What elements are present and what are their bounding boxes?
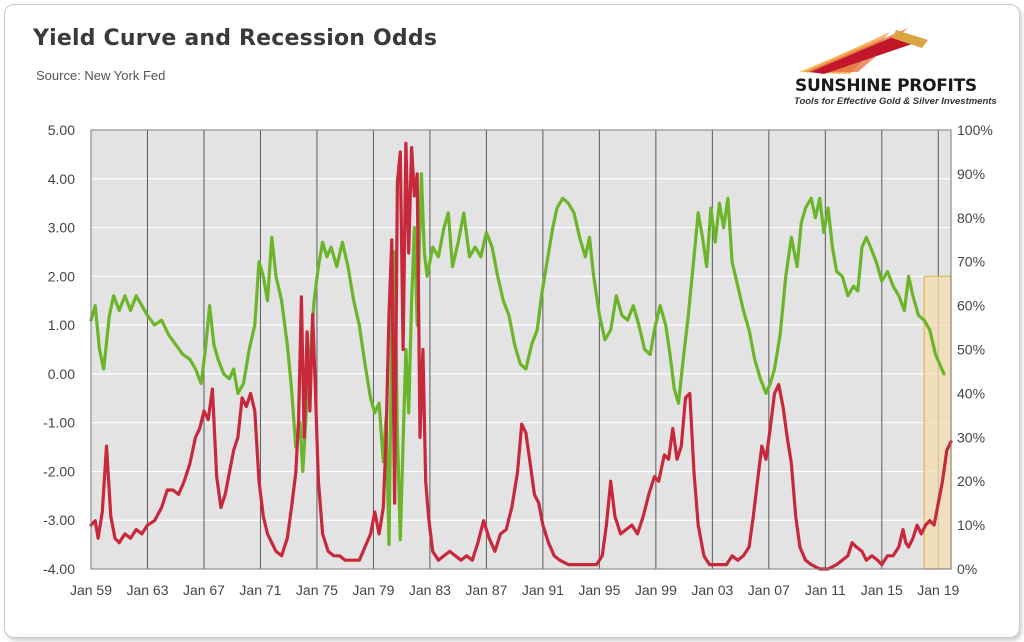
right-axis-tick: 100% [957, 122, 993, 138]
right-axis-tick: 90% [957, 166, 985, 182]
left-axis-tick: 5.00 [48, 122, 75, 138]
x-axis-tick: Jan 67 [183, 582, 225, 598]
chart-source: Source: New York Fed [36, 68, 166, 83]
right-axis-tick: 60% [957, 298, 985, 314]
chart-title: Yield Curve and Recession Odds [33, 26, 438, 51]
left-axis-tick: -2.00 [43, 463, 75, 479]
sunshine-profits-logo-icon [798, 28, 928, 74]
left-axis-tick: -3.00 [43, 512, 75, 528]
right-axis-tick: 40% [957, 385, 985, 401]
plot-border [90, 129, 952, 570]
x-axis-tick: Jan 91 [522, 582, 564, 598]
logo-tagline: Tools for Effective Gold & Silver Invest… [794, 96, 997, 107]
right-axis-tick: 80% [957, 210, 985, 226]
x-axis-tick: Jan 07 [748, 582, 790, 598]
right-axis-tick: 10% [957, 517, 985, 533]
x-axis-tick: Jan 63 [126, 582, 168, 598]
left-axis-tick: 1.00 [48, 317, 75, 333]
x-axis-tick: Jan 99 [635, 582, 677, 598]
left-axis-tick: 2.00 [48, 268, 75, 284]
recession-probability-line [89, 141, 953, 571]
x-axis-tick: Jan 19 [917, 582, 959, 598]
x-axis-tick: Jan 83 [409, 582, 451, 598]
left-axis-tick: -4.00 [43, 561, 75, 577]
x-axis-tick: Jan 95 [578, 582, 620, 598]
left-axis-tick: 4.00 [48, 171, 75, 187]
x-axis-tick: Jan 79 [352, 582, 394, 598]
x-axis-tick: Jan 59 [70, 582, 112, 598]
x-axis-tick: Jan 75 [296, 582, 338, 598]
left-axis-tick: 0.00 [48, 366, 75, 382]
right-axis-tick: 70% [957, 254, 985, 270]
yield-curve-line [89, 172, 946, 547]
highlight-region [923, 275, 952, 570]
right-axis-tick: 50% [957, 342, 985, 358]
x-axis-tick: Jan 11 [805, 582, 846, 598]
x-axis-tick: Jan 03 [691, 582, 733, 598]
right-axis-tick: 30% [957, 429, 985, 445]
right-axis-tick: 20% [957, 473, 985, 489]
left-axis-tick: -1.00 [43, 415, 75, 431]
x-axis-tick: Jan 15 [861, 582, 903, 598]
x-axis-tick: Jan 87 [465, 582, 507, 598]
x-axis-tick: Jan 71 [239, 582, 281, 598]
logo-name: SUNSHINE PROFITS [795, 76, 977, 96]
right-axis-tick: 0% [957, 561, 977, 577]
left-axis-tick: 3.00 [48, 220, 75, 236]
